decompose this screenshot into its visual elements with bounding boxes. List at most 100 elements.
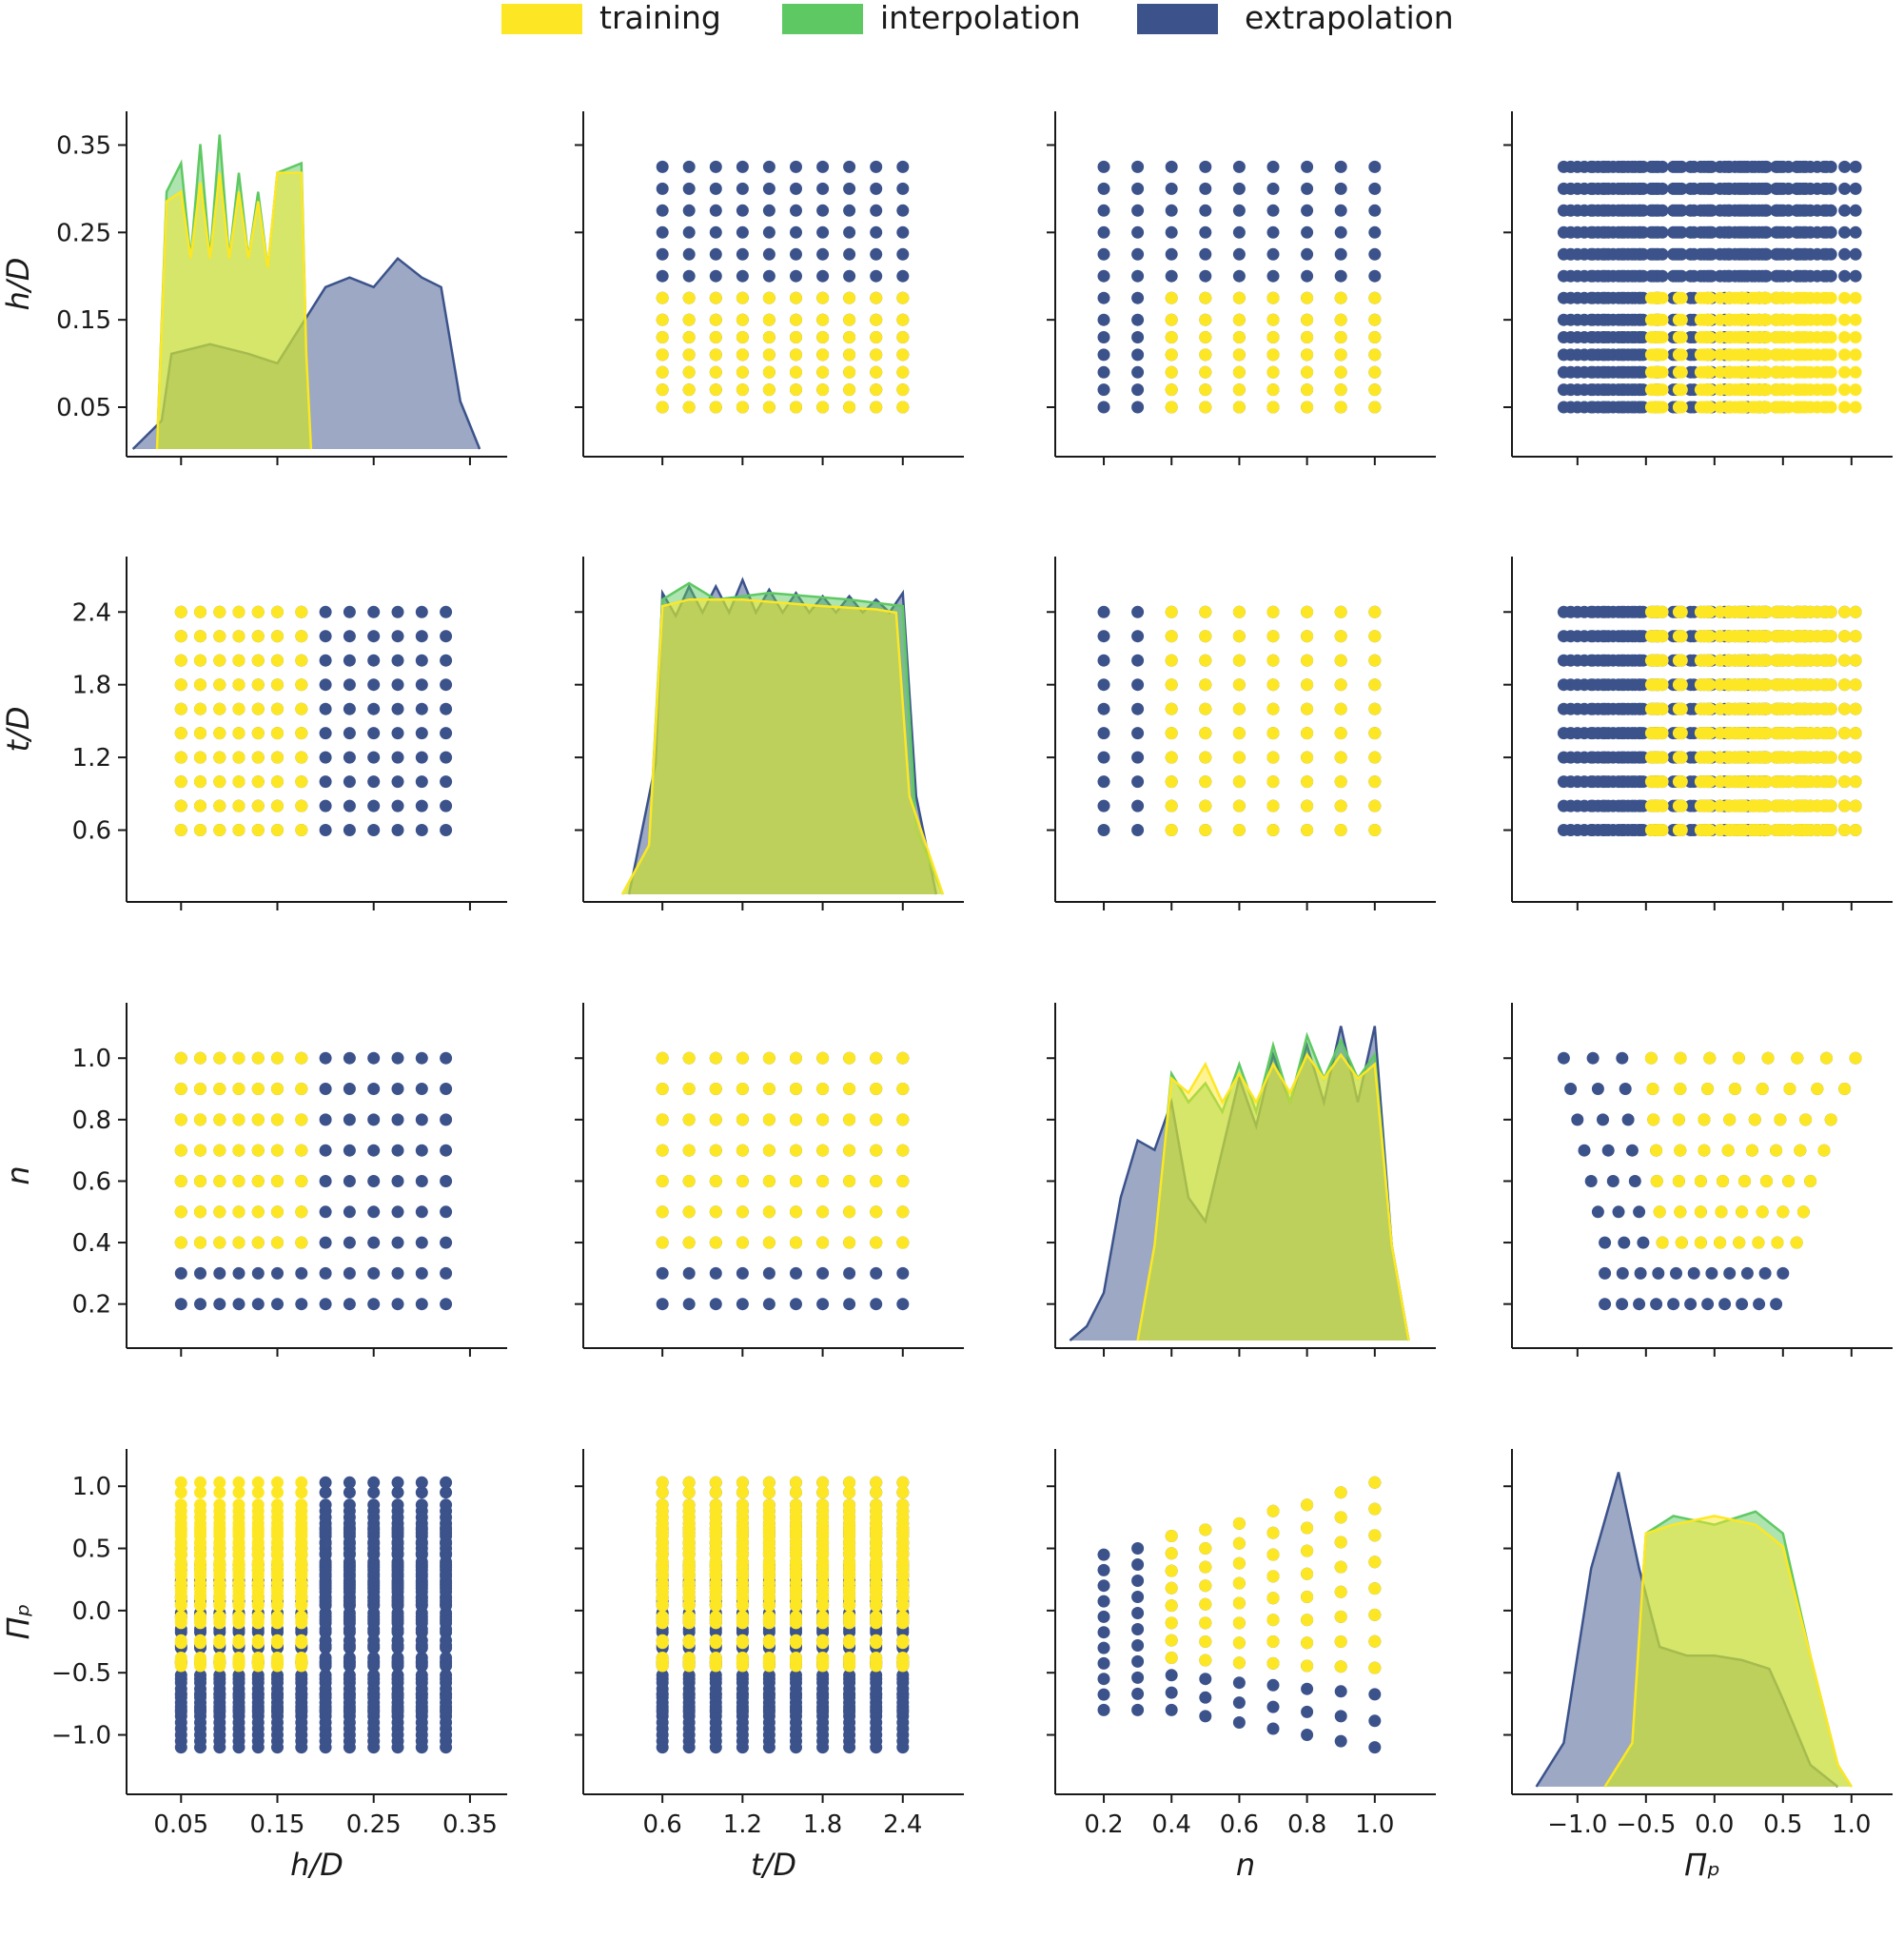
- scatter-point-extrapolation: [392, 800, 404, 812]
- scatter-point-training: [1267, 348, 1280, 361]
- scatter-point-training: [843, 1175, 855, 1187]
- scatter-point-training: [194, 1052, 206, 1065]
- scatter-point-training: [1199, 366, 1211, 379]
- scatter-point-training: [271, 1636, 284, 1649]
- scatter-point-training: [295, 655, 307, 667]
- scatter-point-training: [175, 1052, 187, 1065]
- scatter-point-training: [1199, 383, 1211, 396]
- scatter-point-extrapolation: [1705, 1267, 1718, 1280]
- scatter-point-training: [1733, 1237, 1745, 1249]
- scatter-point-extrapolation: [1622, 703, 1635, 715]
- scatter-point-training: [1838, 348, 1851, 361]
- scatter-point-training: [710, 1205, 722, 1218]
- scatter-point-training: [1335, 800, 1347, 812]
- scatter-point-training: [1674, 1205, 1686, 1218]
- scatter-point-extrapolation: [1368, 183, 1381, 195]
- scatter-point-training: [843, 1205, 855, 1218]
- panel-tD-vs-n: [1047, 557, 1436, 910]
- scatter-point-training: [252, 1083, 265, 1095]
- scatter-point-extrapolation: [320, 1634, 332, 1647]
- scatter-point-extrapolation: [392, 1568, 404, 1580]
- scatter-point-training: [295, 1498, 307, 1511]
- scatter-point-extrapolation: [763, 1706, 775, 1718]
- scatter-point-training: [1368, 775, 1381, 788]
- scatter-point-extrapolation: [1760, 248, 1773, 261]
- scatter-point-training: [1673, 292, 1685, 304]
- scatter-point-extrapolation: [1622, 314, 1635, 326]
- scatter-point-training: [763, 314, 775, 326]
- scatter-point-extrapolation: [1267, 226, 1280, 239]
- scatter-point-training: [683, 1568, 696, 1580]
- scatter-point-training: [683, 1237, 696, 1249]
- scatter-point-training: [736, 366, 749, 379]
- scatter-point-training: [710, 292, 722, 304]
- scatter-point-extrapolation: [790, 205, 802, 217]
- scatter-point-training: [790, 292, 802, 304]
- scatter-point-training: [1301, 775, 1313, 788]
- scatter-point-training: [1368, 348, 1381, 361]
- scatter-point-training: [657, 1113, 669, 1125]
- scatter-point-extrapolation: [320, 1741, 332, 1753]
- scatter-point-training: [790, 1083, 802, 1095]
- scatter-point-training: [896, 331, 909, 343]
- scatter-point-training: [683, 1636, 696, 1649]
- scatter-point-extrapolation: [1558, 775, 1570, 788]
- scatter-point-extrapolation: [1774, 161, 1786, 173]
- scatter-point-training: [233, 1205, 245, 1218]
- scatter-point-extrapolation: [1838, 226, 1851, 239]
- scatter-point-extrapolation: [320, 655, 332, 667]
- scatter-point-extrapolation: [1622, 183, 1635, 195]
- scatter-point-extrapolation: [1098, 331, 1110, 343]
- panel-n-vs-hD: 0.20.40.60.81.0n: [0, 1003, 507, 1357]
- scatter-point-training: [1729, 606, 1741, 618]
- scatter-point-training: [1850, 727, 1862, 739]
- scatter-point-training: [870, 331, 882, 343]
- scatter-point-training: [213, 1556, 226, 1568]
- scatter-point-training: [1267, 678, 1280, 691]
- scatter-point-training: [295, 824, 307, 836]
- scatter-point-extrapolation: [440, 1113, 452, 1125]
- scatter-point-extrapolation: [1558, 1052, 1570, 1065]
- scatter-point-training: [1267, 752, 1280, 764]
- scatter-point-extrapolation: [1776, 1267, 1789, 1280]
- scatter-point-extrapolation: [1736, 1298, 1748, 1310]
- scatter-point-training: [252, 727, 265, 739]
- scatter-point-training: [252, 1175, 265, 1187]
- scatter-point-extrapolation: [736, 183, 749, 195]
- scatter-point-training: [194, 1498, 206, 1511]
- scatter-point-extrapolation: [1633, 1298, 1645, 1310]
- scatter-point-training: [657, 401, 669, 414]
- scatter-point-training: [1368, 800, 1381, 812]
- scatter-point-training: [252, 703, 265, 715]
- scatter-point-training: [1645, 606, 1658, 618]
- scatter-point-training: [213, 1660, 226, 1673]
- scatter-point-training: [1729, 331, 1741, 343]
- scatter-point-training: [295, 1477, 307, 1489]
- scatter-point-extrapolation: [1850, 205, 1862, 217]
- scatter-point-training: [1774, 292, 1786, 304]
- scatter-point-training: [1645, 401, 1658, 414]
- scatter-point-training: [1166, 606, 1178, 618]
- y-tick-label: 0.25: [56, 219, 111, 247]
- scatter-point-training: [233, 1175, 245, 1187]
- scatter-point-extrapolation: [1622, 775, 1635, 788]
- scatter-point-training: [175, 1083, 187, 1095]
- scatter-point-training: [1199, 401, 1211, 414]
- scatter-point-training: [657, 1145, 669, 1157]
- scatter-point-training: [1820, 752, 1833, 764]
- scatter-point-training: [1850, 800, 1862, 812]
- scatter-point-training: [1301, 314, 1313, 326]
- scatter-point-extrapolation: [1749, 270, 1761, 283]
- scatter-point-training: [233, 1660, 245, 1673]
- scatter-point-extrapolation: [367, 1536, 380, 1549]
- scatter-point-training: [1729, 655, 1741, 667]
- scatter-point-training: [1166, 292, 1178, 304]
- scatter-point-training: [175, 752, 187, 764]
- scatter-point-training: [1791, 348, 1803, 361]
- scatter-point-training: [1267, 401, 1280, 414]
- scatter-point-extrapolation: [367, 606, 380, 618]
- scatter-point-extrapolation: [344, 1175, 356, 1187]
- scatter-point-training: [1838, 366, 1851, 379]
- scatter-point-extrapolation: [344, 752, 356, 764]
- scatter-point-extrapolation: [392, 1052, 404, 1065]
